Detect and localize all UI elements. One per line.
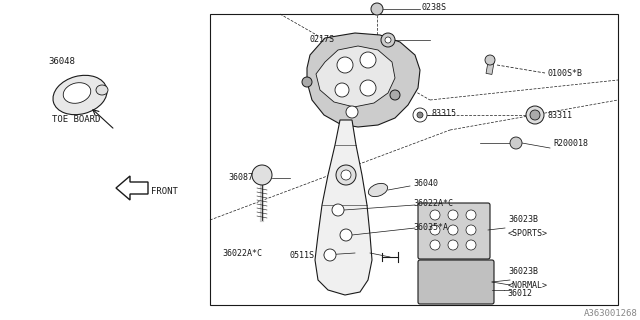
Bar [486, 58, 495, 75]
Circle shape [346, 106, 358, 118]
Circle shape [430, 210, 440, 220]
Text: 0511S: 0511S [290, 251, 315, 260]
Text: 36022A*C: 36022A*C [413, 198, 453, 207]
Text: <NORMAL>: <NORMAL> [508, 281, 548, 290]
Text: 36022A*C: 36022A*C [222, 249, 262, 258]
Circle shape [371, 3, 383, 15]
Circle shape [332, 204, 344, 216]
Text: 0238S: 0238S [422, 4, 447, 12]
Text: 36012: 36012 [507, 289, 532, 298]
Text: 36023B: 36023B [508, 215, 538, 225]
Ellipse shape [96, 85, 108, 95]
Circle shape [448, 225, 458, 235]
Polygon shape [316, 46, 395, 107]
Circle shape [448, 240, 458, 250]
Ellipse shape [53, 75, 107, 115]
Circle shape [390, 90, 400, 100]
Circle shape [381, 33, 395, 47]
Circle shape [335, 83, 349, 97]
Circle shape [337, 57, 353, 73]
Circle shape [360, 52, 376, 68]
Polygon shape [116, 176, 148, 200]
Circle shape [340, 229, 352, 241]
Text: 0100S*B: 0100S*B [548, 68, 583, 77]
Circle shape [466, 240, 476, 250]
Circle shape [324, 249, 336, 261]
Circle shape [448, 210, 458, 220]
Ellipse shape [369, 183, 388, 196]
Text: 36040: 36040 [413, 180, 438, 188]
FancyBboxPatch shape [418, 260, 494, 304]
Circle shape [417, 112, 423, 118]
Text: R200018: R200018 [553, 139, 588, 148]
Text: FRONT: FRONT [151, 187, 178, 196]
Text: TOE BOARD: TOE BOARD [52, 116, 100, 124]
Circle shape [430, 240, 440, 250]
Circle shape [336, 165, 356, 185]
Text: 36023B: 36023B [508, 268, 538, 276]
Bar [210, 14, 618, 305]
Circle shape [302, 77, 312, 87]
Circle shape [510, 137, 522, 149]
Text: 36035*A: 36035*A [413, 223, 448, 233]
Circle shape [252, 165, 272, 185]
Circle shape [385, 37, 391, 43]
Circle shape [341, 170, 351, 180]
Circle shape [466, 225, 476, 235]
Polygon shape [307, 33, 420, 127]
Text: 0217S: 0217S [310, 36, 335, 44]
Polygon shape [315, 120, 372, 295]
Circle shape [526, 106, 544, 124]
Circle shape [485, 55, 495, 65]
Circle shape [466, 210, 476, 220]
Circle shape [530, 110, 540, 120]
Text: <SPORTS>: <SPORTS> [508, 228, 548, 237]
Ellipse shape [63, 83, 91, 103]
FancyBboxPatch shape [418, 203, 490, 259]
Text: A363001268: A363001268 [584, 309, 638, 318]
Text: 36048: 36048 [48, 58, 75, 67]
Text: 83315: 83315 [432, 108, 457, 117]
Text: 36087: 36087 [228, 173, 253, 182]
Circle shape [360, 80, 376, 96]
Circle shape [430, 225, 440, 235]
Text: 83311: 83311 [548, 110, 573, 119]
Circle shape [413, 108, 427, 122]
